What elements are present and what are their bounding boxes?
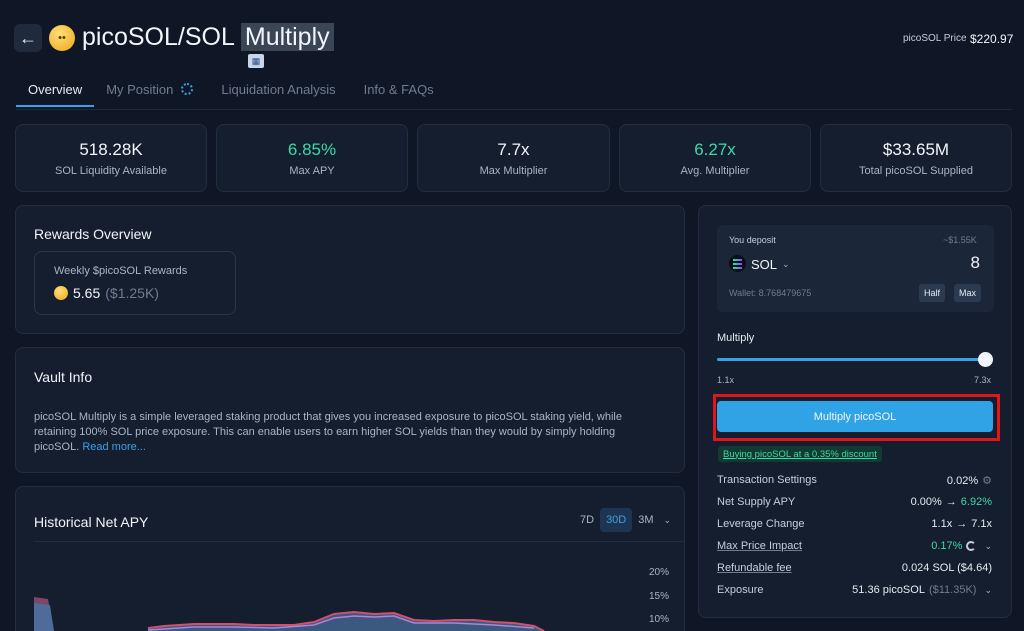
tab-liquidation-analysis[interactable]: Liquidation Analysis xyxy=(221,82,336,97)
detail-label-transaction-settings: Transaction Settings xyxy=(717,474,817,486)
stat-card-max-multiplier: 7.7x Max Multiplier xyxy=(417,124,610,192)
detail-value-transaction-settings[interactable]: 0.02% ⚙ xyxy=(946,474,992,488)
y-tick-label: 15% xyxy=(649,591,670,602)
chart-line-series xyxy=(147,610,545,631)
stat-value: 518.28K xyxy=(79,139,143,159)
chevron-down-icon: ⌄ xyxy=(984,540,992,551)
arrow-left-icon: ← xyxy=(19,27,37,48)
arrow-right-icon: → xyxy=(945,496,957,508)
rewards-amount: 5.65 xyxy=(73,285,101,301)
page-title: picoSOL/SOL Multiply xyxy=(82,23,334,52)
multiply-button[interactable]: Multiply picoSOL xyxy=(717,401,993,432)
multiply-slider-thumb[interactable] xyxy=(978,352,993,367)
rewards-title: Rewards Overview xyxy=(34,226,152,242)
price-label: picoSOL Price xyxy=(903,33,967,44)
stat-label: SOL Liquidity Available xyxy=(55,164,167,177)
chevron-down-icon[interactable]: ⌄ xyxy=(663,514,672,525)
stat-value: 6.27x xyxy=(694,139,736,159)
gear-icon[interactable]: ⚙ xyxy=(982,475,992,487)
historical-apy-panel xyxy=(15,486,685,631)
refresh-ring-icon xyxy=(966,541,977,551)
range-3m-button[interactable]: 3M xyxy=(638,514,654,526)
stat-card-liquidity: 518.28K SOL Liquidity Available xyxy=(15,124,207,192)
slider-min-label: 1.1x xyxy=(717,375,735,385)
rewards-usd: ($1.25K) xyxy=(105,285,159,301)
stat-card-total-supplied: $33.65M Total picoSOL Supplied xyxy=(820,124,1012,192)
detail-label-exposure: Exposure xyxy=(717,584,764,596)
vault-info-title: Vault Info xyxy=(34,369,93,385)
chevron-down-icon: ⌄ xyxy=(984,584,992,595)
loading-spinner-icon xyxy=(181,83,194,95)
stat-value: $33.65M xyxy=(882,139,950,159)
chevron-down-icon: ⌄ xyxy=(782,259,790,269)
multiply-slider-track[interactable] xyxy=(717,358,987,361)
stat-value: 6.85% xyxy=(287,139,337,159)
tab-info-faqs[interactable]: Info & FAQs xyxy=(363,82,434,97)
range-selector: 7D 30D 3M ⌄ xyxy=(574,508,671,532)
read-more-link[interactable]: Read more... xyxy=(82,441,146,453)
half-button[interactable]: Half xyxy=(919,284,946,302)
max-button[interactable]: Max xyxy=(954,284,982,302)
detail-value-net-supply-apy: 0.00% → 6.92% xyxy=(910,496,992,508)
stat-label: Max Multiplier xyxy=(479,164,548,177)
deposit-box xyxy=(717,225,994,312)
arrow-right-icon: → xyxy=(956,518,968,530)
detail-label-leverage-change: Leverage Change xyxy=(717,518,805,530)
multiply-label: Multiply xyxy=(717,332,755,344)
deposit-amount-input[interactable]: 8 xyxy=(970,253,980,272)
stat-label: Total picoSOL Supplied xyxy=(859,164,973,177)
wallet-balance: Wallet: 8.768479675 xyxy=(729,288,812,298)
chart-divider xyxy=(34,541,684,542)
token-selector[interactable]: SOL ⌄ xyxy=(751,257,790,272)
historical-apy-chart xyxy=(34,597,545,631)
stat-label: Max APY xyxy=(289,164,335,177)
tab-overview[interactable]: Overview xyxy=(16,82,95,107)
y-tick-label: 20% xyxy=(649,567,670,578)
title-prefix: picoSOL/SOL xyxy=(82,23,234,51)
detail-value-leverage-change: 1.1x → 7.1x xyxy=(931,518,992,530)
translate-icon[interactable]: ▦ xyxy=(248,54,264,68)
token-emoji-icon: •• xyxy=(49,25,75,51)
y-tick-label: 10% xyxy=(649,614,670,625)
range-7d-button[interactable]: 7D xyxy=(580,514,595,526)
stat-card-avg-multiplier: 6.27x Avg. Multiplier xyxy=(619,124,811,192)
weekly-rewards-value: 5.65 ($1.25K) xyxy=(54,285,159,301)
highlight-box xyxy=(713,394,1000,441)
stat-value: 7.7x xyxy=(497,139,530,159)
back-button[interactable]: ← xyxy=(14,24,42,52)
title-highlight: Multiply xyxy=(240,23,334,51)
detail-value-refundable-fee: 0.024 SOL ($4.64) xyxy=(901,562,992,574)
weekly-rewards-card xyxy=(34,251,236,315)
slider-max-label: 7.3x xyxy=(974,375,992,385)
chart-line-series xyxy=(147,615,535,631)
price-value: $220.97 xyxy=(970,32,1014,46)
deposit-usd-estimate: ~$1.55K xyxy=(943,235,977,245)
tab-bar: Overview My Position Liquidation Analysi… xyxy=(16,82,446,107)
vault-description-text: picoSOL Multiply is a simple leveraged s… xyxy=(34,411,622,453)
vault-description: picoSOL Multiply is a simple leveraged s… xyxy=(34,410,654,455)
range-30d-button[interactable]: 30D xyxy=(600,508,633,532)
token-emoji-icon xyxy=(54,286,68,300)
detail-label-net-supply-apy: Net Supply APY xyxy=(717,496,796,508)
discount-badge[interactable]: Buying picoSOL at a 0.35% discount xyxy=(718,446,882,462)
detail-value-max-price-impact[interactable]: 0.17% ⌄ xyxy=(931,540,992,552)
chart-area-series xyxy=(148,612,544,631)
chart-area-series xyxy=(34,603,54,631)
tab-my-position[interactable]: My Position xyxy=(94,82,205,107)
tabs-divider xyxy=(16,109,1012,110)
token-symbol: SOL xyxy=(751,257,778,272)
stat-card-max-apy: 6.85% Max APY xyxy=(216,124,408,192)
stat-label: Avg. Multiplier xyxy=(680,164,750,177)
sol-token-icon xyxy=(729,255,746,272)
detail-label-max-price-impact[interactable]: Max Price Impact xyxy=(717,540,802,552)
deposit-label: You deposit xyxy=(729,235,776,245)
detail-label-refundable-fee[interactable]: Refundable fee xyxy=(717,562,792,574)
detail-value-exposure[interactable]: 51.36 picoSOL ($11.35K) ⌄ xyxy=(852,584,992,596)
rewards-panel xyxy=(15,205,685,334)
weekly-rewards-label: Weekly $picoSOL Rewards xyxy=(54,265,188,277)
historical-apy-title: Historical Net APY xyxy=(34,514,149,530)
vault-info-panel xyxy=(15,347,685,473)
